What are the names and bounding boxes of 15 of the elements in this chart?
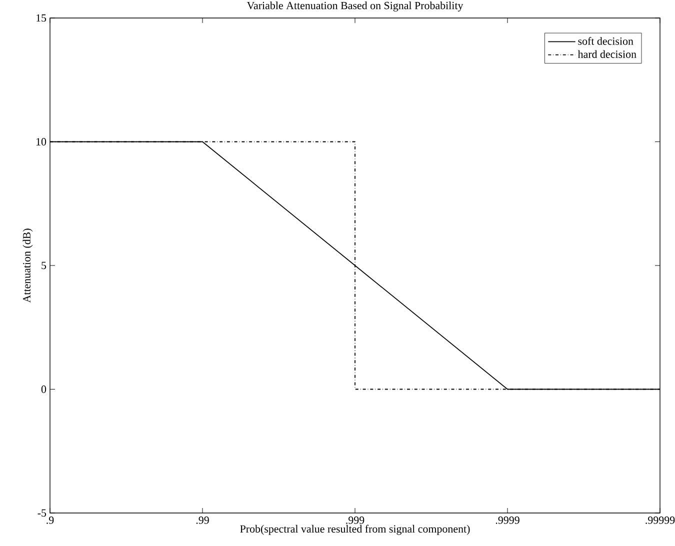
y-tick-label: 5	[42, 262, 46, 270]
x-tick-label: .99999	[646, 516, 675, 524]
y-tick-label: 15	[36, 14, 46, 22]
y-tick-label: 10	[36, 138, 46, 146]
x-tick-label: .9999	[496, 516, 520, 524]
x-tick-label: .9	[46, 516, 54, 524]
y-tick-label: -5	[38, 509, 46, 517]
x-tick-label: .99	[196, 516, 209, 524]
chart-title: Variable Attenuation Based on Signal Probability	[246, 2, 464, 12]
x-axis-title: Prob(spectral value resulted from signal component)	[240, 524, 470, 535]
y-tick-label: 0	[41, 386, 46, 393]
x-tick-label: .999	[346, 516, 364, 524]
legend-label: hard decision	[578, 50, 636, 58]
legend-label: soft decision	[578, 37, 634, 45]
y-axis-title: Attenuation (dB)	[22, 228, 33, 303]
